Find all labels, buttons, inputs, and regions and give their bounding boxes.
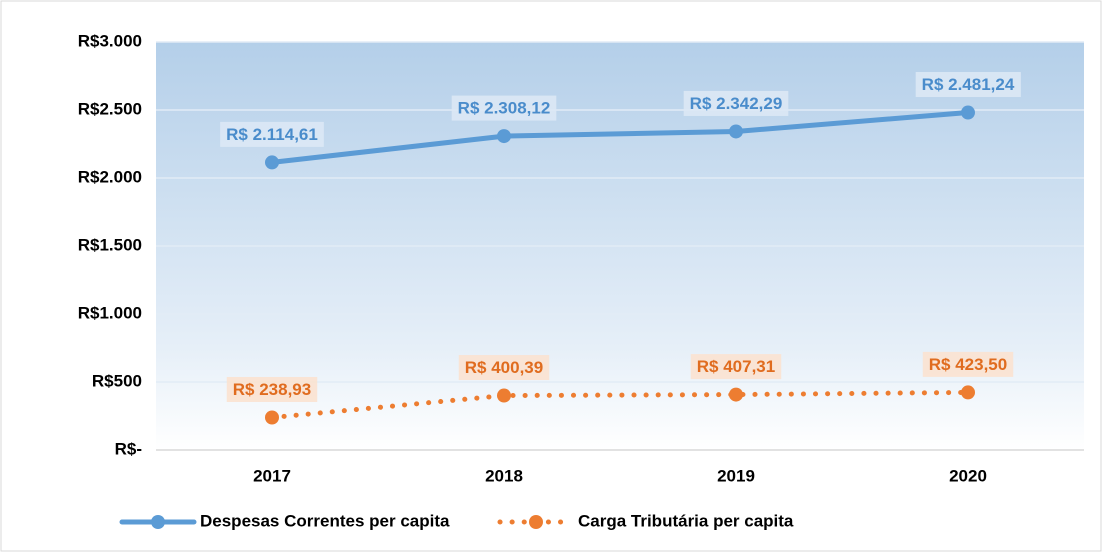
y-tick-label: R$1.000: [78, 303, 142, 322]
data-label: R$ 238,93: [233, 380, 311, 399]
x-tick-label: 2017: [253, 466, 291, 485]
data-label-box: [226, 376, 318, 402]
data-point: [729, 124, 743, 139]
legend-marker: [151, 515, 165, 529]
y-tick-label: R$1.500: [78, 235, 142, 254]
data-point: [961, 105, 975, 120]
data-point: [497, 388, 511, 403]
data-label-box: [220, 121, 324, 147]
x-tick-label: 2019: [717, 466, 755, 485]
y-tick-label: R$2.000: [78, 167, 142, 186]
x-tick-label: 2020: [949, 466, 987, 485]
data-label-box: [683, 90, 789, 116]
data-label: R$ 400,39: [465, 358, 543, 377]
data-label-box: [451, 95, 557, 121]
data-label-box: [458, 355, 550, 381]
data-point: [265, 410, 279, 425]
data-label-box: [690, 354, 782, 380]
y-tick-label: R$2.500: [78, 99, 142, 118]
data-label-box: [915, 72, 1021, 98]
legend-marker: [528, 515, 543, 529]
data-label: R$ 2.481,24: [922, 75, 1015, 94]
data-label: R$ 2.114,61: [226, 125, 318, 144]
y-tick-label: R$500: [92, 371, 142, 390]
series-line: [269, 389, 971, 421]
data-point: [265, 155, 279, 170]
data-label: R$ 2.308,12: [458, 99, 551, 118]
data-label: R$ 2.342,29: [690, 94, 783, 113]
data-label: R$ 407,31: [697, 357, 775, 376]
data-point: [961, 385, 975, 400]
data-label: R$ 423,50: [929, 355, 1007, 374]
y-tick-label: R$-: [115, 439, 142, 458]
series-line: [269, 110, 971, 165]
legend-label: Carga Tributária per capita: [578, 511, 794, 530]
data-point: [497, 129, 511, 144]
legend-label: Despesas Correntes per capita: [200, 511, 450, 530]
data-point: [729, 387, 743, 402]
data-label-box: [922, 351, 1014, 377]
y-tick-label: R$3.000: [78, 31, 142, 50]
x-tick-label: 2018: [485, 466, 523, 485]
